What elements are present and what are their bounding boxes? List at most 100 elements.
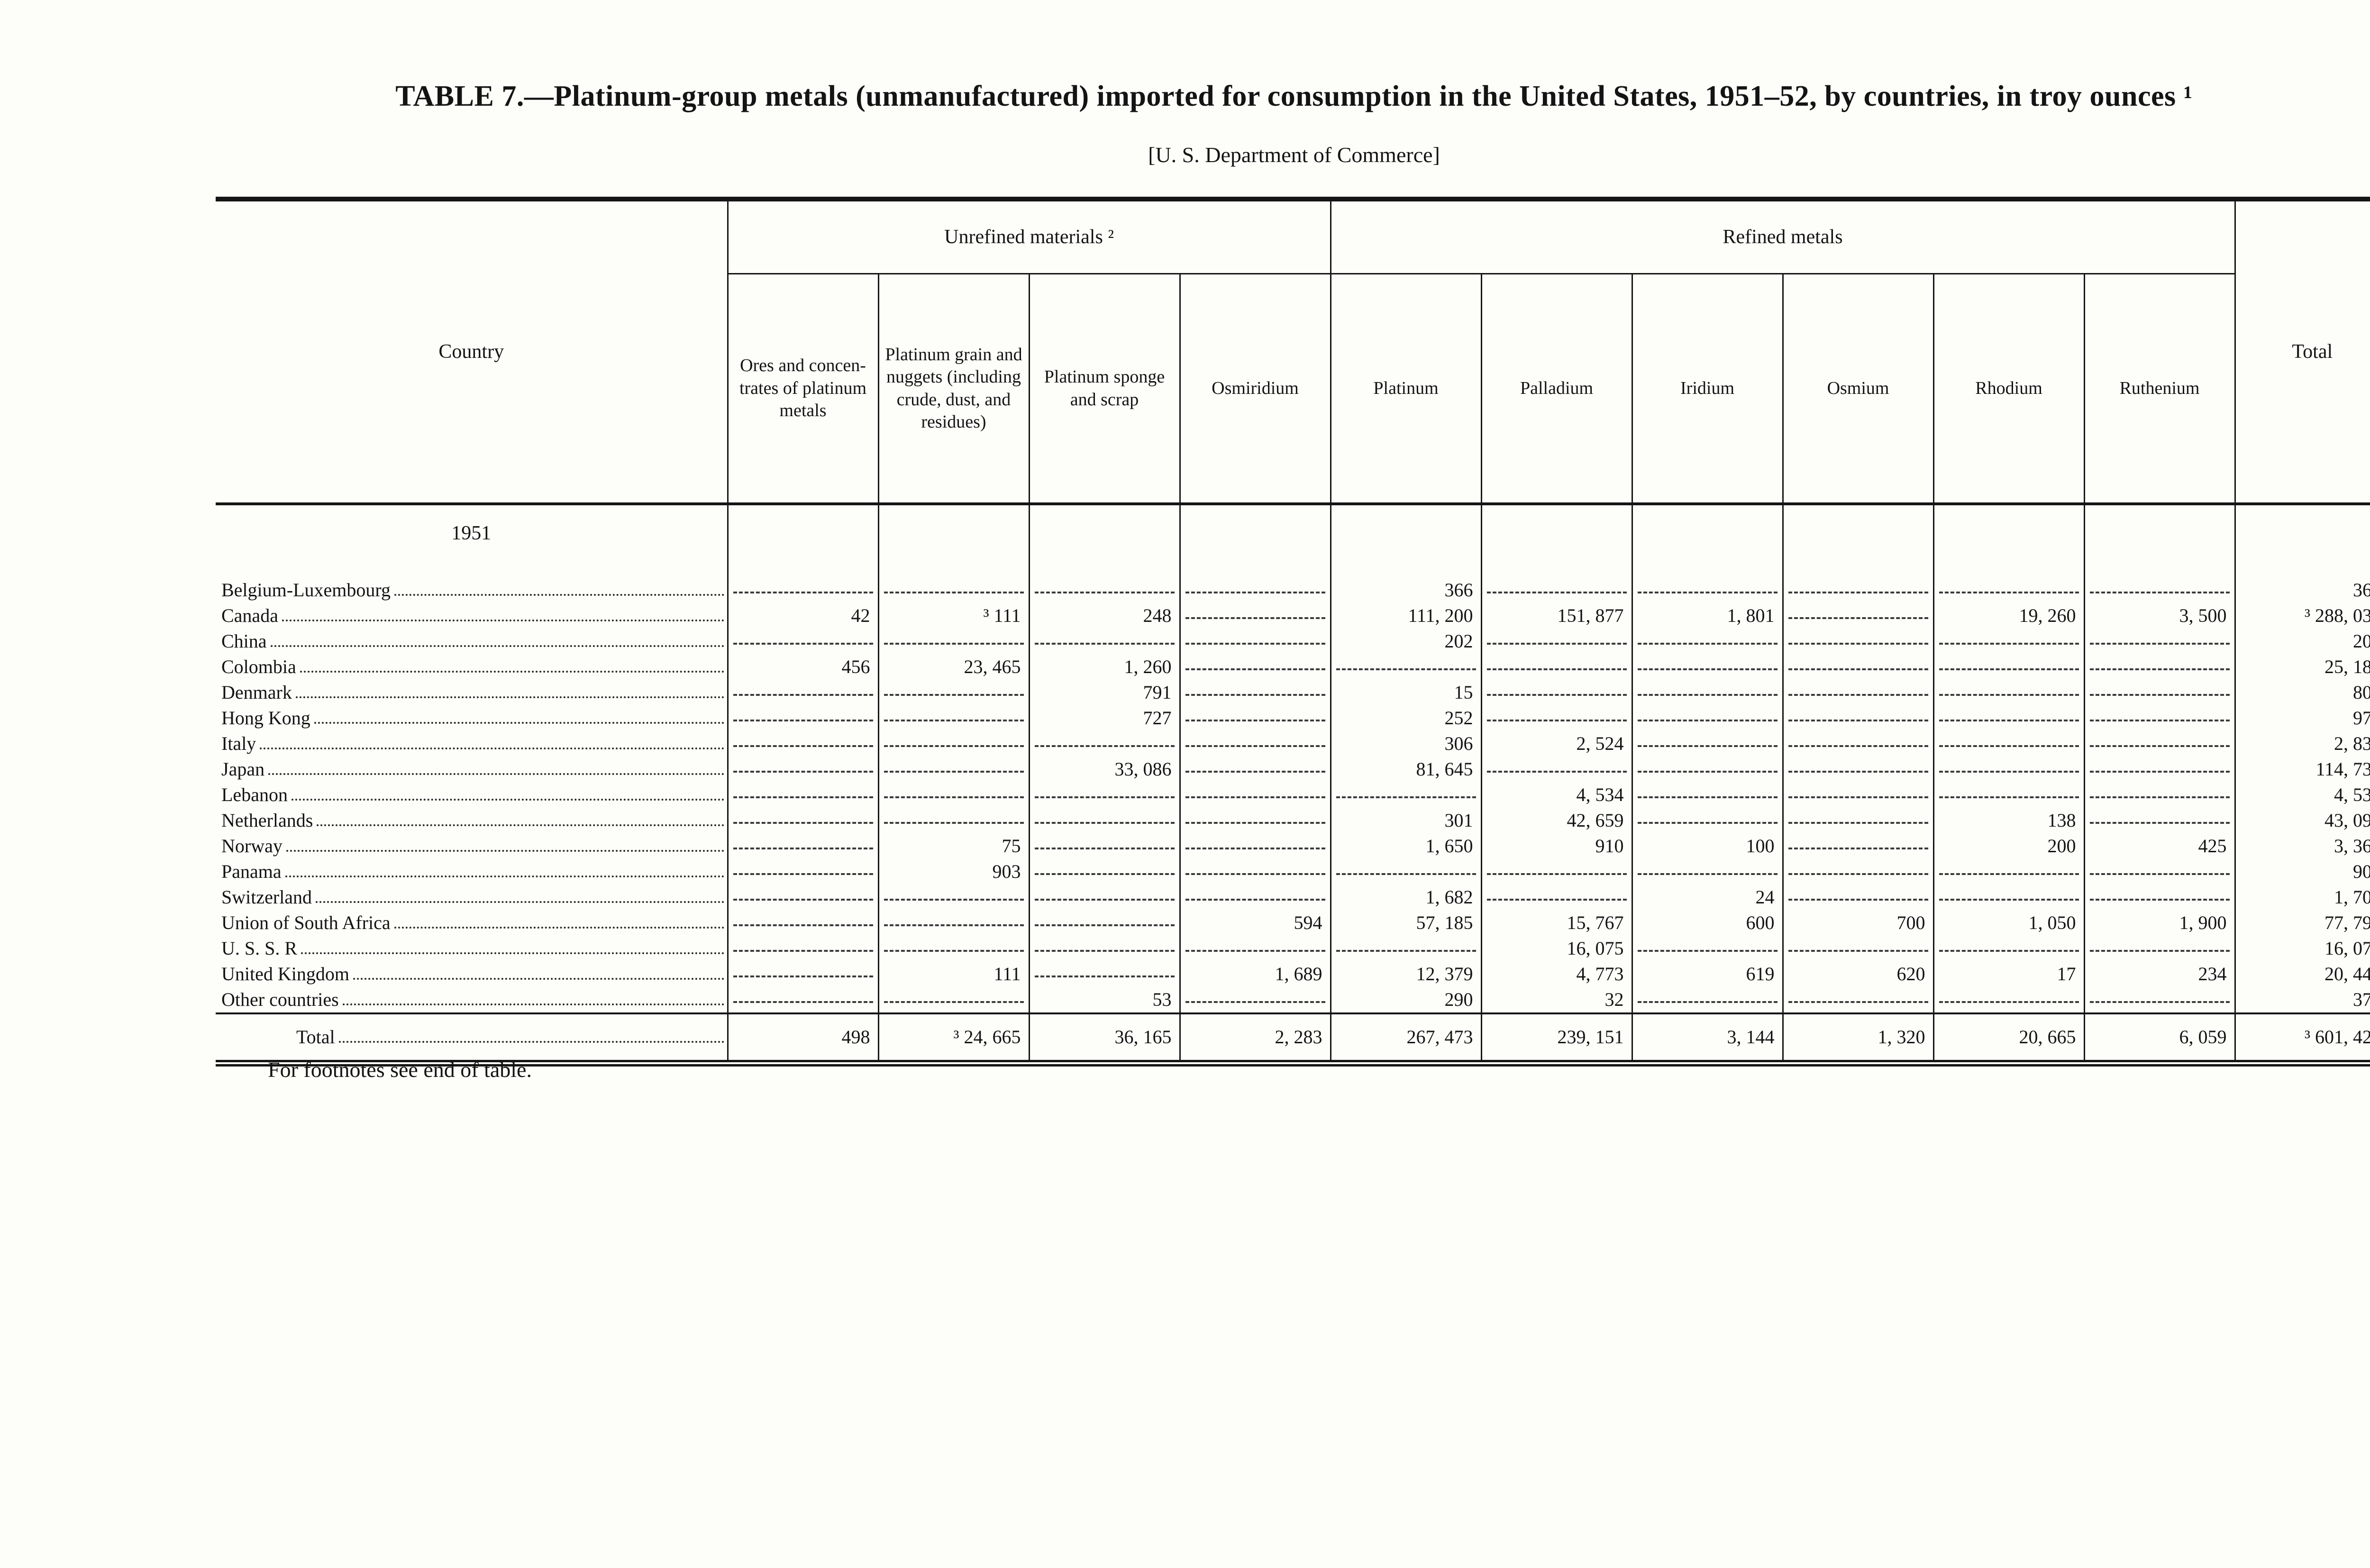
- empty-cell-dashes: [884, 771, 1024, 773]
- empty-cell-dashes: [733, 720, 873, 721]
- total-row: Total 498 ³ 24, 665 36, 165 2, 283 267, 473 23…: [216, 1012, 2370, 1067]
- col-header-platinum: Platinum: [1330, 273, 1482, 505]
- empty-cell: [1932, 705, 2085, 731]
- empty-cell-dashes: [1185, 1001, 1325, 1003]
- value-cell: 23, 465: [877, 654, 1029, 680]
- empty-cell: [1028, 884, 1180, 910]
- empty-cell-dashes: [884, 720, 1024, 721]
- empty-cell: [1179, 808, 1331, 833]
- empty-cell-dashes: [1034, 924, 1175, 926]
- table-row: Switzerland 1, 682 24 1, 706: [216, 884, 2370, 910]
- value-cell: 32: [1480, 987, 1632, 1013]
- dotted-leader: [295, 696, 724, 698]
- empty-cell: [1028, 910, 1180, 936]
- country-cell: Colombia: [216, 654, 728, 680]
- dotted-leader: [282, 620, 724, 621]
- dotted-leader: [316, 901, 724, 903]
- col-header-sponge-scrap: Platinum sponge and scrap: [1028, 273, 1180, 505]
- empty-cell: [877, 629, 1029, 654]
- empty-cell-dashes: [1637, 694, 1778, 696]
- blank-cell: [2083, 504, 2235, 577]
- empty-cell: [727, 629, 878, 654]
- col-header-total: Total: [2234, 199, 2370, 505]
- empty-cell: [1782, 884, 1934, 910]
- empty-cell-dashes: [1788, 694, 1928, 696]
- country-name: Italy: [221, 733, 256, 754]
- value-cell: 15: [1330, 680, 1482, 705]
- empty-cell-dashes: [1637, 796, 1778, 798]
- empty-cell: [1179, 680, 1331, 705]
- empty-cell: [1179, 603, 1331, 629]
- empty-cell: [2083, 577, 2235, 603]
- value-cell: 4, 773: [1480, 961, 1632, 987]
- empty-cell-dashes: [1336, 796, 1476, 798]
- empty-cell: [1932, 629, 2085, 654]
- empty-cell-dashes: [1939, 694, 2079, 696]
- empty-cell: [1028, 859, 1180, 884]
- table-row: Union of South Africa 594 57, 185 15, 767 60…: [216, 910, 2370, 936]
- value-cell: 81, 645: [1330, 757, 1482, 782]
- empty-cell: [1179, 577, 1331, 603]
- empty-cell: [1179, 884, 1331, 910]
- empty-cell: [1782, 782, 1934, 808]
- empty-cell: [1631, 808, 1783, 833]
- dotted-leader: [394, 594, 724, 596]
- empty-cell-dashes: [1185, 720, 1325, 721]
- country-cell: United Kingdom: [216, 961, 728, 987]
- empty-cell-dashes: [2089, 694, 2230, 696]
- table-row: Denmark 791 15 806: [216, 680, 2370, 705]
- country-wrap: Norway: [216, 837, 727, 856]
- empty-cell: [2083, 936, 2235, 961]
- empty-cell-dashes: [1788, 822, 1928, 824]
- empty-cell: [1631, 731, 1783, 757]
- value-cell: 700: [1782, 910, 1934, 936]
- empty-cell: [1179, 782, 1331, 808]
- group-header-row: Country Unrefined materials ² Refined me…: [216, 199, 2370, 505]
- empty-cell: [1028, 731, 1180, 757]
- country-cell: China: [216, 629, 728, 654]
- empty-cell: [2083, 859, 2235, 884]
- value-cell: 1, 900: [2083, 910, 2235, 936]
- empty-cell-dashes: [1486, 873, 1627, 875]
- table-row: Panama 903 903: [216, 859, 2370, 884]
- empty-cell: [1028, 833, 1180, 859]
- dotted-leader: [314, 722, 724, 724]
- empty-cell-dashes: [1788, 720, 1928, 721]
- table-row: United Kingdom 111 1, 689 12, 379 4, 773 619 6…: [216, 961, 2370, 987]
- empty-cell: [1179, 731, 1331, 757]
- table-row: U. S. S. R 16, 075 16, 075: [216, 936, 2370, 961]
- empty-cell-dashes: [1185, 694, 1325, 696]
- value-cell: 248: [1028, 603, 1180, 629]
- value-cell: 57, 185: [1330, 910, 1482, 936]
- empty-cell: [1631, 629, 1783, 654]
- col-header-palladium: Palladium: [1480, 273, 1632, 505]
- empty-cell: [727, 757, 878, 782]
- empty-cell-dashes: [1637, 950, 1778, 952]
- empty-cell-dashes: [1034, 975, 1175, 977]
- empty-cell: [2083, 884, 2235, 910]
- empty-cell-dashes: [1486, 668, 1627, 670]
- empty-cell: [1932, 936, 2085, 961]
- total-value-cell: 36, 165: [1028, 1012, 1180, 1067]
- empty-cell: [727, 859, 878, 884]
- value-cell: 12, 379: [1330, 961, 1482, 987]
- empty-cell: [2083, 987, 2235, 1013]
- value-cell: 25, 181: [2234, 654, 2370, 680]
- empty-cell-dashes: [1939, 745, 2079, 747]
- year-section-label: 1951: [451, 522, 492, 544]
- total-value-cell: 3, 144: [1631, 1012, 1783, 1067]
- empty-cell-dashes: [1034, 592, 1175, 593]
- value-cell: 24: [1631, 884, 1783, 910]
- value-cell: 806: [2234, 680, 2370, 705]
- empty-cell-dashes: [884, 822, 1024, 824]
- value-cell: 1, 050: [1932, 910, 2085, 936]
- value-cell: 16, 075: [1480, 936, 1632, 961]
- value-cell: 301: [1330, 808, 1482, 833]
- empty-cell: [877, 987, 1029, 1013]
- total-label-cell: Total: [216, 1012, 728, 1067]
- value-cell: 151, 877: [1480, 603, 1632, 629]
- empty-cell-dashes: [1185, 848, 1325, 849]
- empty-cell-dashes: [1185, 643, 1325, 645]
- value-cell: 15, 767: [1480, 910, 1632, 936]
- empty-cell-dashes: [1185, 796, 1325, 798]
